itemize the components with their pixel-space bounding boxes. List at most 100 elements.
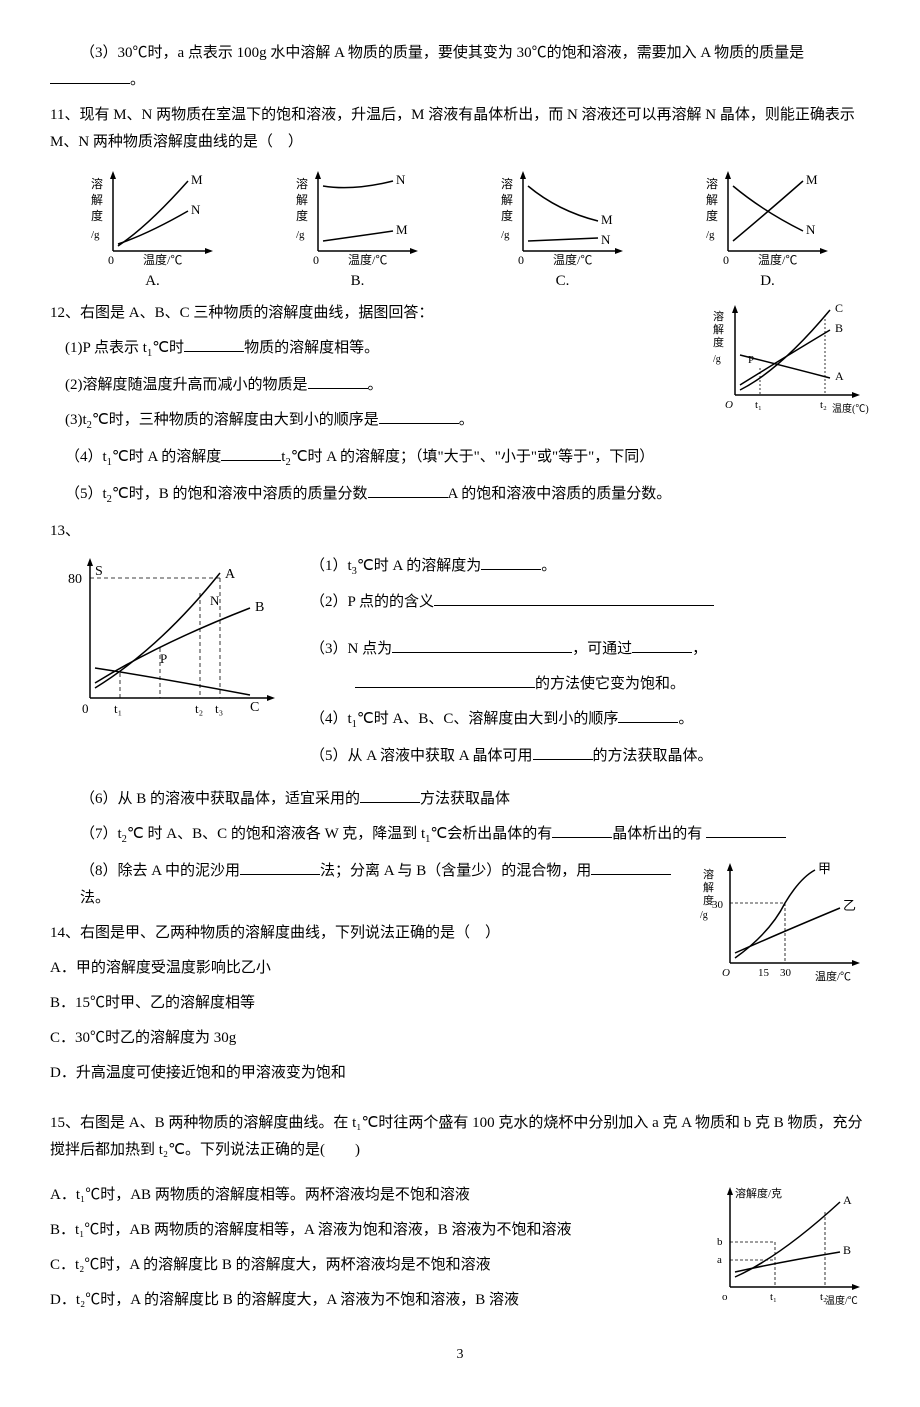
- svg-text:温度/℃: 温度/℃: [143, 252, 182, 266]
- q11-options: M N 溶 解 度 /g 0 温度/℃ A. N M 溶 解 度 /g 0 温度…: [50, 166, 870, 295]
- q11-graph-a: M N 溶 解 度 /g 0 温度/℃: [88, 166, 218, 266]
- blank[interactable]: [481, 553, 541, 570]
- svg-text:温度/℃: 温度/℃: [825, 1294, 858, 1307]
- q11-option-a[interactable]: M N 溶 解 度 /g 0 温度/℃ A.: [88, 166, 218, 295]
- svg-text:S: S: [95, 564, 103, 579]
- svg-text:B: B: [835, 321, 843, 335]
- svg-text:解: 解: [296, 193, 308, 207]
- svg-text:t₁: t₁: [770, 1291, 777, 1303]
- svg-text:溶: 溶: [91, 176, 103, 191]
- blank[interactable]: [392, 637, 572, 654]
- svg-text:乙: 乙: [843, 898, 856, 913]
- svg-text:/g: /g: [91, 229, 100, 241]
- blank[interactable]: [706, 822, 786, 839]
- blank[interactable]: [50, 68, 130, 85]
- svg-text:度: 度: [713, 335, 724, 349]
- q10-3-text: （3）30℃时，a 点表示 100g 水中溶解 A 物质的质量，要使其变为 30…: [80, 45, 804, 61]
- svg-text:P: P: [748, 354, 754, 366]
- q11-option-d[interactable]: M N 溶 解 度 /g 0 温度/℃ D.: [703, 166, 833, 295]
- svg-text:N: N: [396, 172, 406, 187]
- q11-option-b[interactable]: N M 溶 解 度 /g 0 温度/℃ B.: [293, 166, 423, 295]
- blank[interactable]: [434, 590, 714, 607]
- svg-text:解: 解: [713, 322, 724, 336]
- blank[interactable]: [618, 707, 678, 724]
- svg-text:温度(℃): 温度(℃): [832, 402, 869, 415]
- svg-text:a: a: [717, 1254, 722, 1266]
- svg-text:度: 度: [91, 208, 103, 223]
- svg-text:N: N: [210, 593, 220, 608]
- blank[interactable]: [221, 444, 281, 461]
- svg-text:0: 0: [518, 253, 524, 266]
- svg-text:解: 解: [91, 193, 103, 207]
- blank[interactable]: [368, 481, 448, 498]
- svg-text:/g: /g: [501, 229, 510, 241]
- svg-text:溶: 溶: [501, 176, 513, 191]
- q14-opt-c[interactable]: C．30℃时乙的溶解度为 30g: [50, 1025, 870, 1052]
- svg-text:A: A: [225, 567, 236, 582]
- blank[interactable]: [184, 336, 244, 353]
- svg-text:溶解度/克: 溶解度/克: [735, 1186, 782, 1200]
- svg-text:温度/℃: 温度/℃: [758, 252, 797, 266]
- q12-graph: C B A P 溶 解 度 /g O t₁ t₂ 温度(℃): [710, 300, 870, 420]
- svg-text:溶: 溶: [703, 867, 714, 881]
- blank[interactable]: [632, 637, 692, 654]
- blank[interactable]: [591, 859, 671, 876]
- svg-text:t₁: t₁: [114, 701, 122, 716]
- q13-sub5: （5）从 A 溶液中获取 A 晶体可用的方法获取晶体。: [310, 743, 870, 770]
- q14-opt-d[interactable]: D．升高温度可使接近饱和的甲溶液变为饱和: [50, 1060, 870, 1087]
- svg-text:度: 度: [501, 208, 513, 223]
- q10-3: （3）30℃时，a 点表示 100g 水中溶解 A 物质的质量，要使其变为 30…: [50, 40, 870, 94]
- blank[interactable]: [355, 672, 535, 689]
- svg-text:/g: /g: [706, 229, 715, 241]
- blank[interactable]: [533, 744, 593, 761]
- q11-option-c[interactable]: M N 溶 解 度 /g 0 温度/℃ C.: [498, 166, 628, 295]
- svg-text:温度/℃: 温度/℃: [553, 252, 592, 266]
- svg-text:0: 0: [82, 701, 89, 716]
- svg-text:80: 80: [68, 572, 82, 587]
- svg-text:0: 0: [108, 253, 114, 266]
- q14-graph-container: 甲 乙 溶 解 度 /g 30 O 15 30 温度/℃: [700, 858, 870, 988]
- q13-sub1: （1）t3℃时 A 的溶解度为。: [310, 553, 870, 582]
- svg-text:溶: 溶: [713, 309, 724, 323]
- svg-text:温度/℃: 温度/℃: [348, 252, 387, 266]
- blank[interactable]: [360, 787, 420, 804]
- blank[interactable]: [240, 859, 320, 876]
- q11-graph-b: N M 溶 解 度 /g 0 温度/℃: [293, 166, 423, 266]
- q14-graph: 甲 乙 溶 解 度 /g 30 O 15 30 温度/℃: [700, 858, 870, 988]
- svg-text:解: 解: [703, 880, 714, 894]
- q12-graph-container: C B A P 溶 解 度 /g O t₁ t₂ 温度(℃): [710, 300, 870, 420]
- svg-text:温度/℃: 温度/℃: [815, 969, 851, 983]
- svg-text:N: N: [806, 222, 816, 237]
- svg-text:C: C: [835, 301, 843, 315]
- svg-text:A: A: [835, 369, 844, 383]
- q13-sub4: （4）t1℃时 A、B、C、溶解度由大到小的顺序。: [310, 706, 870, 735]
- q13-sub7: （7）t2℃ 时 A、B、C 的饱和溶液各 W 克，降温到 t1℃会析出晶体的有…: [50, 821, 870, 850]
- blank[interactable]: [552, 822, 612, 839]
- svg-text:N: N: [601, 232, 611, 247]
- blank[interactable]: [308, 372, 368, 389]
- svg-text:O: O: [725, 399, 733, 411]
- q13-graph-container: A B C N P 80 S 0 t₁ t₂ t₃: [50, 553, 290, 723]
- q14-opt-b[interactable]: B．15℃时甲、乙的溶解度相等: [50, 990, 870, 1017]
- svg-text:M: M: [396, 222, 408, 237]
- svg-text:O: O: [722, 967, 730, 979]
- q13-sub3: （3）N 点为，可通过，: [310, 636, 870, 663]
- q13-sub6: （6）从 B 的溶液中获取晶体，适宜采用的方法获取晶体: [50, 786, 870, 813]
- svg-text:/g: /g: [713, 354, 721, 365]
- svg-text:t₁: t₁: [755, 399, 762, 411]
- svg-text:0: 0: [723, 253, 729, 266]
- svg-text:15: 15: [758, 967, 770, 979]
- svg-text:A: A: [843, 1193, 852, 1207]
- q15-graph-container: A B 溶解度/克 b a o t₁ t₂ 温度/℃: [695, 1182, 870, 1312]
- blank[interactable]: [379, 407, 459, 424]
- q11-stem: 11、现有 M、N 两物质在室温下的饱和溶液，升温后，M 溶液有晶体析出，而 N…: [50, 102, 870, 156]
- svg-text:t₂: t₂: [820, 399, 827, 411]
- svg-text:解: 解: [706, 193, 718, 207]
- svg-text:30: 30: [712, 899, 724, 911]
- svg-text:M: M: [806, 172, 818, 187]
- svg-text:o: o: [722, 1291, 728, 1303]
- svg-text:t₂: t₂: [195, 701, 203, 716]
- q12-sub4: （4）t1℃时 A 的溶解度t2℃时 A 的溶解度；（填"大于"、"小于"或"等…: [50, 444, 870, 473]
- svg-text:解: 解: [501, 193, 513, 207]
- svg-text:B: B: [255, 600, 264, 615]
